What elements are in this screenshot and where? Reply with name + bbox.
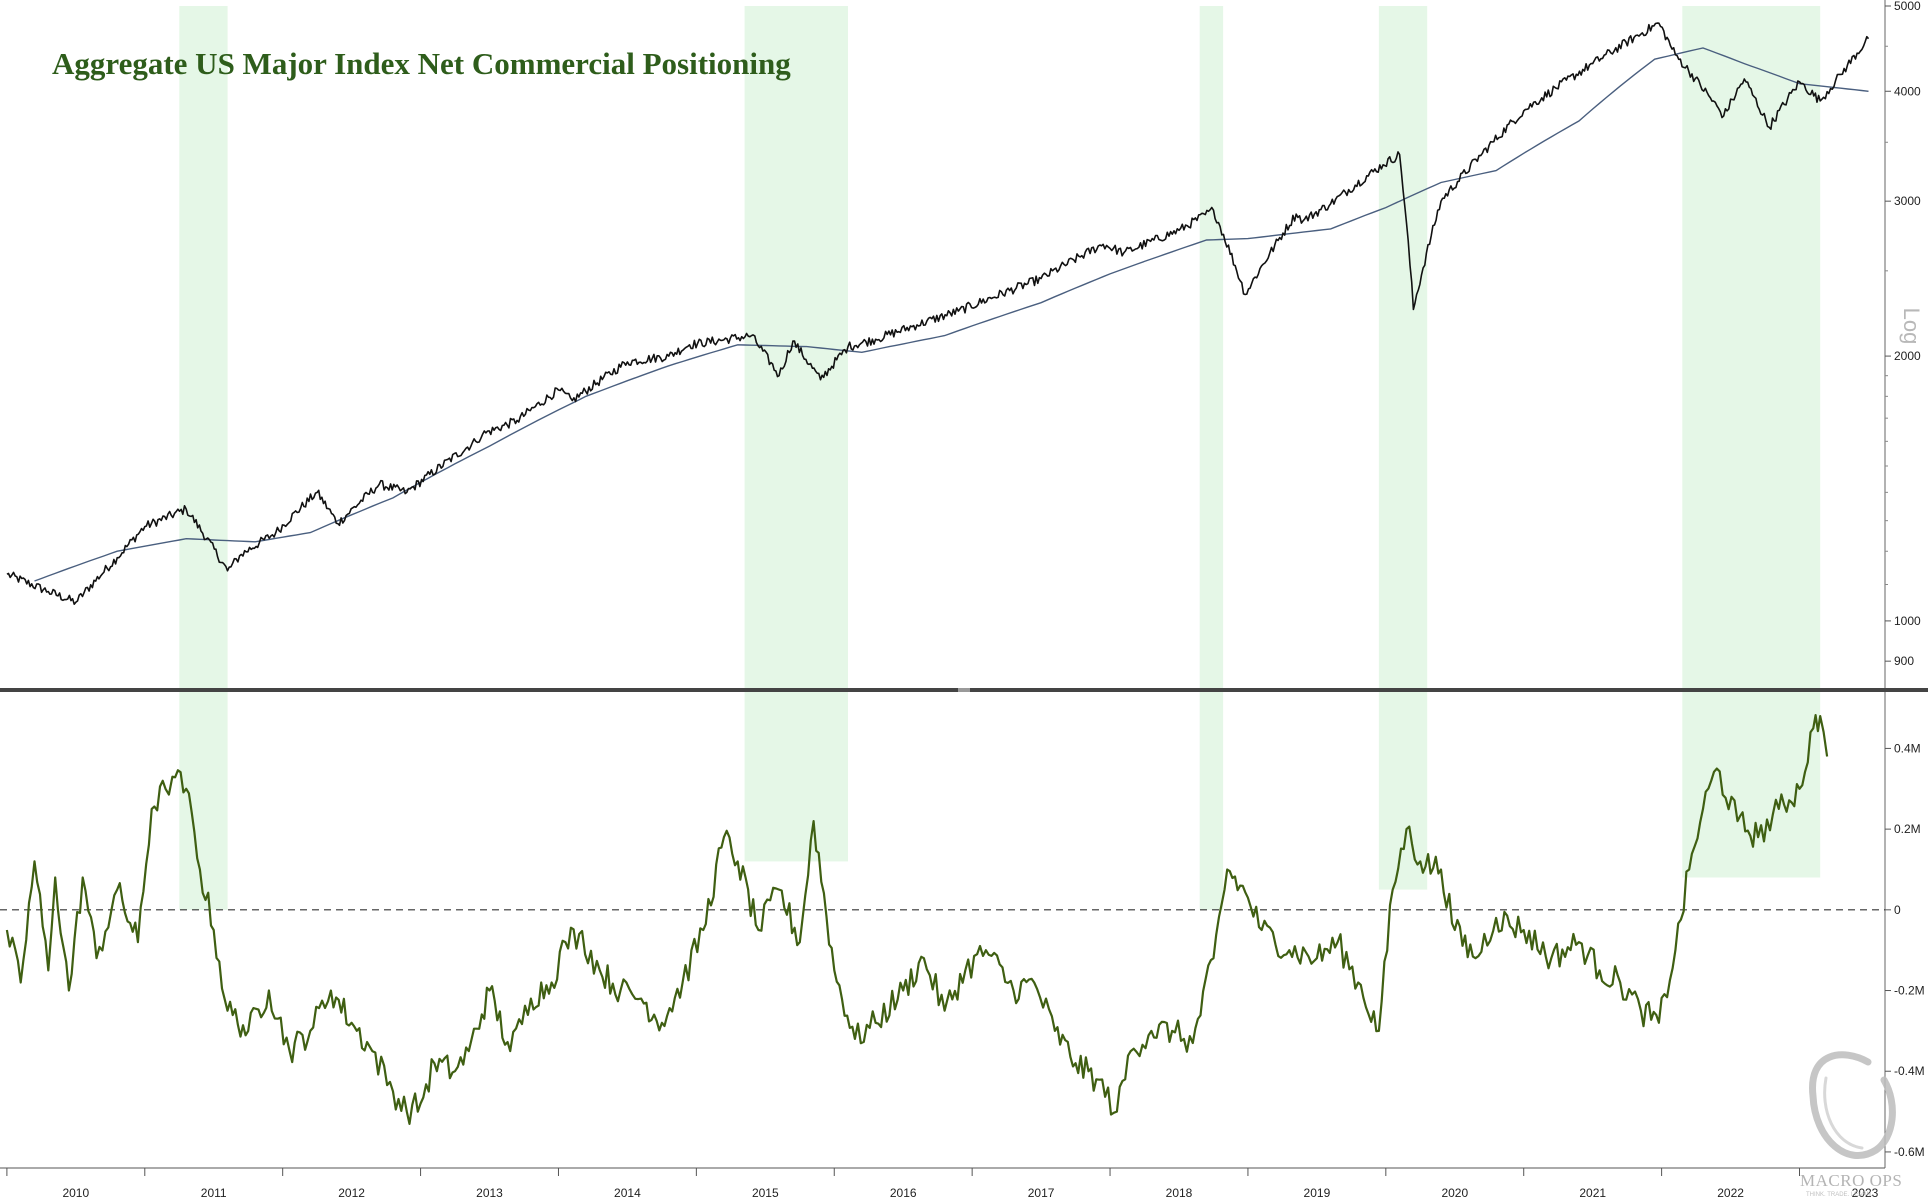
lower-tick-label: -0.6M — [1894, 1145, 1925, 1159]
watermark-text: MACRO OPS — [1800, 1171, 1902, 1190]
year-label: 2023 — [1852, 1186, 1879, 1200]
year-label: 2019 — [1304, 1186, 1331, 1200]
lower-y-ticks: -0.6M -0.4M -0.2M 0 0.2M 0.4M — [1885, 741, 1925, 1159]
enso-inner-stroke-icon — [1823, 1076, 1864, 1150]
x-axis-labels: 2010 2011 2012 2013 2014 2015 2016 2017 2018 2019… — [6, 1168, 1879, 1200]
year-label: 2018 — [1166, 1186, 1193, 1200]
upper-y-ticks: 900 1000 2000 3000 4000 5000 — [1885, 0, 1921, 668]
year-label: 2014 — [614, 1186, 641, 1200]
lower-tick-label: -0.4M — [1894, 1064, 1925, 1078]
lower-tick-label: 0 — [1894, 903, 1901, 917]
panel-divider-handle[interactable] — [958, 688, 970, 692]
highlight-band — [1682, 6, 1821, 878]
highlight-band — [1378, 6, 1428, 890]
macro-ops-watermark: MACRO OPS THINK. TRADE. LEARN. — [1800, 1051, 1902, 1198]
year-label: 2010 — [62, 1186, 89, 1200]
year-label: 2011 — [201, 1186, 227, 1200]
year-label: 2022 — [1717, 1186, 1744, 1200]
lower-tick-label: 0.4M — [1894, 741, 1921, 755]
year-label: 2021 — [1579, 1186, 1606, 1200]
year-label: 2015 — [752, 1186, 779, 1200]
year-label: 2012 — [338, 1186, 365, 1200]
highlight-band — [744, 6, 848, 862]
upper-tick-label: 4000 — [1894, 84, 1921, 98]
highlight-band — [1199, 6, 1224, 910]
log-scale-label: Log — [1899, 308, 1924, 345]
upper-tick-label: 1000 — [1894, 614, 1921, 628]
upper-tick-label: 3000 — [1894, 194, 1921, 208]
price-line — [6, 22, 1870, 605]
year-label: 2013 — [476, 1186, 503, 1200]
watermark-tagline: THINK. TRADE. LEARN. — [1806, 1192, 1873, 1198]
chart-title: Aggregate US Major Index Net Commercial … — [52, 46, 791, 81]
upper-tick-label: 5000 — [1894, 0, 1921, 13]
highlight-bands — [179, 6, 1821, 910]
upper-tick-label: 900 — [1894, 654, 1914, 668]
lower-tick-label: -0.2M — [1894, 984, 1925, 998]
lower-tick-label: 0.2M — [1894, 822, 1921, 836]
enso-circle-icon — [1809, 1051, 1896, 1159]
year-label: 2016 — [890, 1186, 917, 1200]
upper-tick-label: 2000 — [1894, 349, 1921, 363]
year-label: 2017 — [1028, 1186, 1055, 1200]
year-label: 2020 — [1441, 1186, 1468, 1200]
x-axis-strip — [0, 1168, 1928, 1200]
highlight-band — [179, 6, 228, 910]
positioning-line — [5, 714, 1829, 1125]
